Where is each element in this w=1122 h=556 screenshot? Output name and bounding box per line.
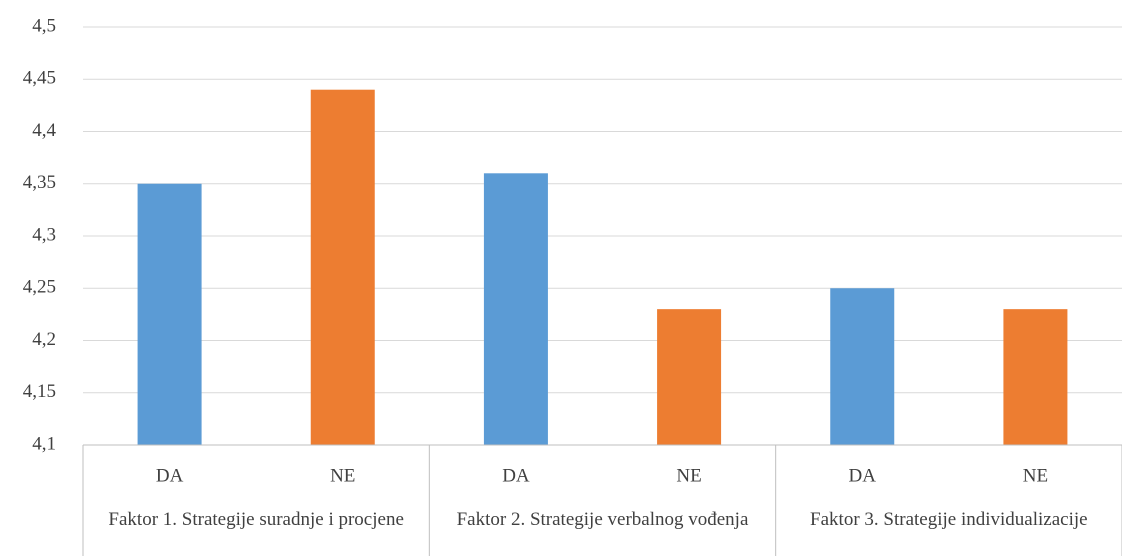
bar <box>1003 309 1068 445</box>
y-tick-label: 4,25 <box>23 277 56 298</box>
group-label: Faktor 3. Strategije individualizacije <box>810 509 1088 530</box>
x-tick-label: NE <box>1023 465 1048 486</box>
bar <box>137 183 202 445</box>
group-label: Faktor 2. Strategije verbalnog vođenja <box>456 509 749 530</box>
bar <box>830 288 895 445</box>
bar <box>483 173 548 446</box>
y-tick-label: 4,4 <box>32 120 56 141</box>
y-tick-label: 4,35 <box>23 172 56 193</box>
y-tick-label: 4,1 <box>32 433 56 454</box>
y-tick-label: 4,45 <box>23 68 56 89</box>
bar <box>310 89 375 445</box>
x-tick-label: NE <box>676 465 701 486</box>
y-tick-label: 4,2 <box>32 329 56 350</box>
group-label: Faktor 1. Strategije suradnje i procjene <box>108 509 404 530</box>
x-tick-label: NE <box>330 465 355 486</box>
y-tick-label: 4,5 <box>32 15 56 36</box>
y-tick-label: 4,3 <box>32 224 56 245</box>
x-tick-label: DA <box>156 465 184 486</box>
x-tick-label: DA <box>849 465 877 486</box>
x-tick-label: DA <box>502 465 530 486</box>
bar <box>657 309 722 445</box>
y-tick-label: 4,15 <box>23 381 56 402</box>
